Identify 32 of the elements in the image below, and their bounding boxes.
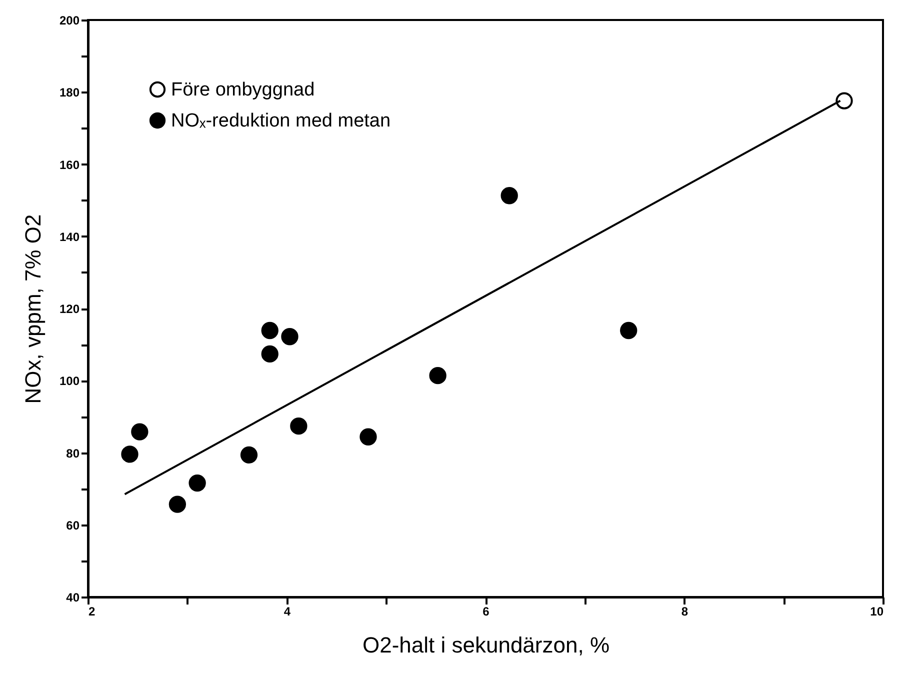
x-tick-label: 4: [284, 604, 291, 618]
y-tick-label: 60: [66, 518, 80, 532]
y-tick-label: 200: [59, 14, 80, 28]
y-tick-label: 120: [59, 302, 80, 316]
point: [500, 187, 518, 204]
x-tick-label: 10: [870, 604, 884, 618]
point: [131, 423, 148, 440]
y-tick-label: 140: [59, 230, 80, 244]
point: [429, 367, 446, 384]
x-tick-label: 8: [681, 604, 688, 618]
point: [360, 428, 377, 446]
legend-label: NOₓ-reduktion med metan: [171, 110, 391, 132]
x-tick-label: 2: [88, 604, 96, 618]
point: [168, 496, 186, 513]
y-tick-label: 160: [59, 158, 80, 172]
point: [836, 92, 853, 110]
point: [261, 322, 278, 340]
point: [121, 446, 138, 463]
x-tick-label: 6: [482, 604, 490, 618]
legend-label: Före ombyggnad: [171, 80, 315, 100]
point: [261, 345, 278, 363]
point: [290, 417, 308, 435]
y-tick-label: 80: [66, 446, 80, 460]
y-axis-title: NOx, vppm, 7% O2: [20, 214, 46, 404]
point: [240, 446, 258, 464]
y-tick-label: 40: [66, 590, 80, 604]
y-tick-label: 100: [59, 374, 80, 388]
point: [188, 474, 206, 492]
point: [281, 328, 298, 346]
point: [620, 322, 638, 340]
y-tick-label: 180: [59, 86, 80, 100]
x-axis-title: O2-halt i sekundärzon, %: [362, 632, 610, 658]
